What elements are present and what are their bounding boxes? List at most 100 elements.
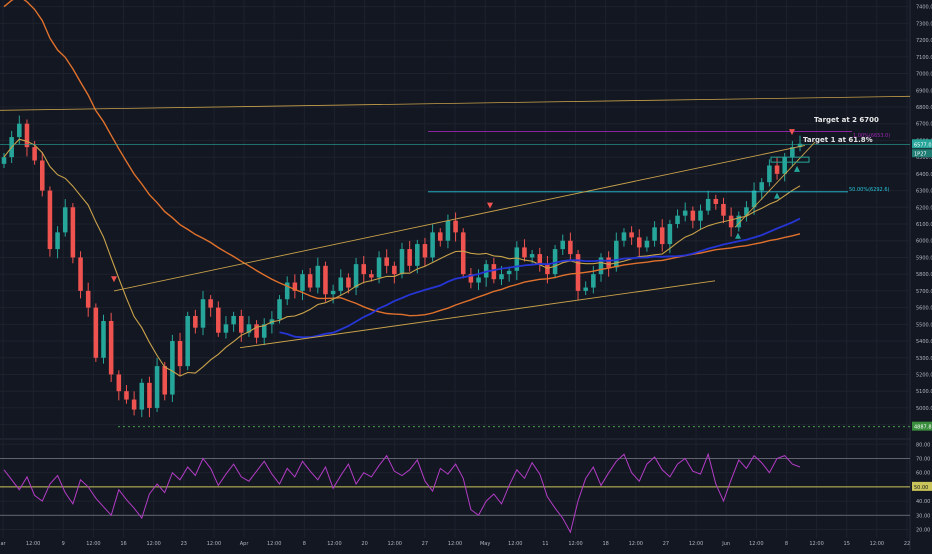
candle[interactable]	[346, 277, 351, 288]
candle[interactable]	[430, 232, 435, 258]
price-pane[interactable]	[0, 0, 911, 428]
candle[interactable]	[254, 324, 259, 338]
candle[interactable]	[522, 247, 527, 258]
candle[interactable]	[682, 210, 688, 216]
candle[interactable]	[460, 232, 466, 275]
candle[interactable]	[47, 190, 53, 250]
candle[interactable]	[307, 274, 313, 288]
candle[interactable]	[216, 307, 221, 333]
candle[interactable]	[376, 257, 382, 278]
candle[interactable]	[568, 240, 573, 255]
candle[interactable]	[185, 315, 190, 367]
candle[interactable]	[774, 165, 780, 174]
candle[interactable]	[284, 282, 290, 300]
candle[interactable]	[415, 244, 420, 266]
candle[interactable]	[598, 257, 604, 275]
candle[interactable]	[108, 320, 114, 375]
candle[interactable]	[422, 244, 428, 258]
candle[interactable]	[193, 315, 198, 328]
candle[interactable]	[62, 207, 68, 233]
candle[interactable]	[636, 237, 642, 248]
candle[interactable]	[361, 264, 367, 275]
candle[interactable]	[797, 143, 803, 148]
candle[interactable]	[698, 210, 703, 221]
candle[interactable]	[575, 254, 581, 291]
candle[interactable]	[736, 215, 742, 228]
candle[interactable]	[131, 399, 137, 410]
candle[interactable]	[583, 287, 588, 291]
rsi-line[interactable]	[3, 452, 801, 534]
candle[interactable]	[392, 265, 397, 275]
candle[interactable]	[369, 274, 374, 278]
candle[interactable]	[606, 257, 611, 268]
candle[interactable]	[55, 232, 60, 250]
candle[interactable]	[407, 249, 412, 266]
candle[interactable]	[744, 207, 749, 216]
candle[interactable]	[399, 249, 405, 275]
candle[interactable]	[384, 257, 389, 266]
candle[interactable]	[514, 247, 520, 271]
candle[interactable]	[261, 324, 267, 338]
candle[interactable]	[39, 160, 45, 191]
candle[interactable]	[154, 366, 160, 408]
candle[interactable]	[124, 391, 129, 400]
candle[interactable]	[652, 227, 657, 241]
candle[interactable]	[644, 240, 650, 248]
candle[interactable]	[790, 147, 795, 158]
candle[interactable]	[659, 227, 665, 245]
candle[interactable]	[445, 220, 451, 241]
candle[interactable]	[705, 198, 711, 211]
candle[interactable]	[208, 299, 213, 308]
candle[interactable]	[277, 299, 282, 320]
candle[interactable]	[162, 366, 168, 395]
candle[interactable]	[116, 374, 122, 392]
candle[interactable]	[728, 215, 734, 228]
candle[interactable]	[614, 240, 619, 268]
candle[interactable]	[476, 277, 481, 283]
candle[interactable]	[70, 207, 76, 258]
candle[interactable]	[170, 341, 175, 395]
candle[interactable]	[323, 265, 328, 295]
candle[interactable]	[675, 215, 680, 225]
candle[interactable]	[17, 123, 22, 138]
candle[interactable]	[1, 157, 7, 164]
candle[interactable]	[177, 341, 183, 367]
candle[interactable]	[690, 210, 696, 221]
candle[interactable]	[552, 249, 558, 275]
candle[interactable]	[353, 264, 359, 288]
candle[interactable]	[782, 157, 787, 174]
candle[interactable]	[437, 232, 443, 241]
candle[interactable]	[545, 264, 550, 275]
candle[interactable]	[315, 265, 321, 288]
time-axis[interactable]: ar 12:00 9 12:00 16 12:00 23 12:00 Apr 12:00 8 12:0…	[0, 541, 910, 547]
candle[interactable]	[529, 254, 535, 258]
candle[interactable]	[24, 123, 30, 148]
candle[interactable]	[93, 307, 99, 358]
candle[interactable]	[78, 257, 83, 291]
price-axis[interactable]: 7400.00 7300.00 7200.00 7100.00 7000.00 6900.…	[912, 5, 932, 534]
candle[interactable]	[85, 290, 91, 308]
candle[interactable]	[560, 240, 566, 250]
rsi-pane[interactable]	[0, 452, 910, 534]
candle[interactable]	[32, 147, 37, 161]
candle[interactable]	[300, 274, 305, 291]
candle[interactable]	[751, 190, 757, 208]
candle[interactable]	[231, 315, 236, 325]
candle[interactable]	[621, 232, 627, 241]
candle[interactable]	[491, 264, 497, 280]
candle[interactable]	[238, 315, 244, 333]
candle[interactable]	[713, 198, 719, 204]
candle[interactable]	[667, 224, 673, 245]
candle[interactable]	[767, 165, 772, 183]
candle[interactable]	[292, 282, 298, 291]
candle[interactable]	[139, 382, 145, 410]
candle[interactable]	[629, 232, 634, 238]
candle[interactable]	[246, 324, 252, 333]
candle[interactable]	[330, 290, 336, 295]
candle[interactable]	[223, 324, 229, 333]
candle[interactable]	[338, 277, 344, 291]
candle[interactable]	[721, 203, 726, 216]
candle[interactable]	[101, 320, 106, 358]
